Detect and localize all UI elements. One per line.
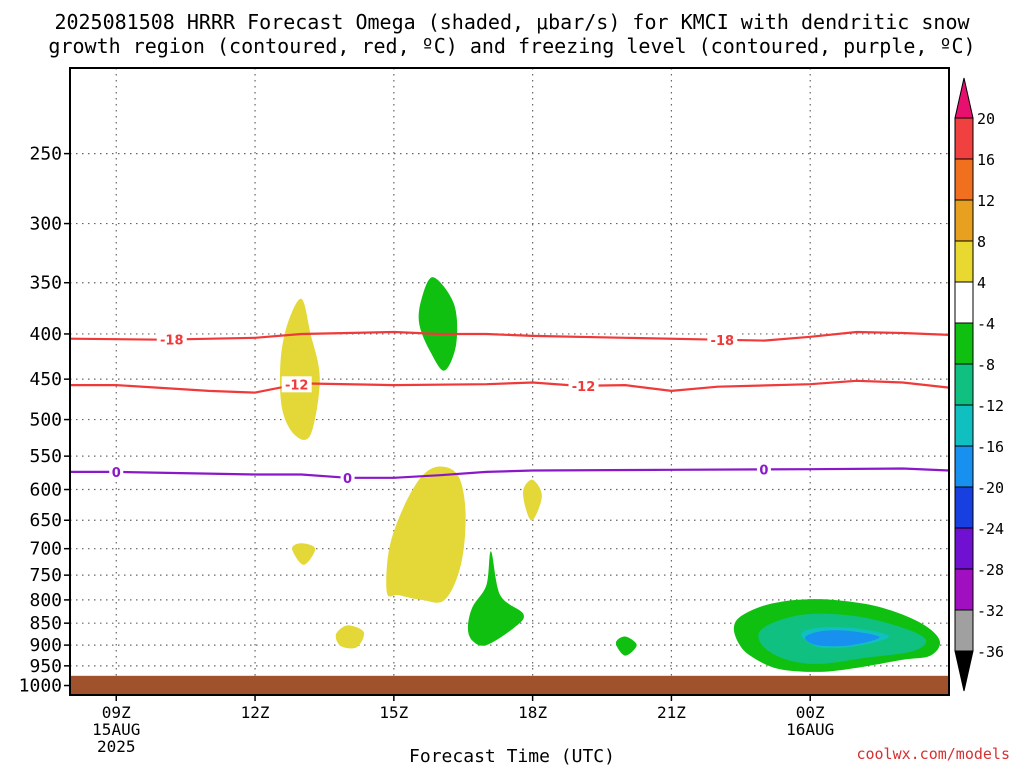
omega-area bbox=[335, 625, 365, 649]
colorbar-label: -20 bbox=[977, 479, 1004, 497]
colorbar-label: 12 bbox=[977, 192, 995, 210]
y-tick-label: 250 bbox=[29, 144, 62, 165]
colorbar-label: -16 bbox=[977, 438, 1004, 456]
colorbar-label: -24 bbox=[977, 520, 1004, 538]
contour-line bbox=[70, 379, 949, 394]
colorbar-swatch bbox=[954, 445, 974, 488]
omega-area bbox=[386, 466, 466, 603]
y-tick-label: 500 bbox=[29, 410, 62, 431]
y-tick-label: 950 bbox=[29, 656, 62, 677]
colorbar-swatch bbox=[954, 486, 974, 529]
y-tick-label: 1000 bbox=[19, 676, 62, 697]
x-tick-label: 18Z bbox=[518, 703, 547, 722]
contour-label-bg bbox=[756, 461, 771, 478]
x-tick-label: 15AUG bbox=[92, 720, 140, 739]
contour-label: -12 bbox=[572, 380, 596, 395]
colorbar-label: -4 bbox=[977, 315, 995, 333]
colorbar-swatch bbox=[954, 322, 974, 365]
y-tick-label: 900 bbox=[29, 635, 62, 656]
colorbar-label: -12 bbox=[977, 397, 1004, 415]
colorbar-label: 20 bbox=[977, 110, 995, 128]
colorbar-swatch bbox=[954, 404, 974, 447]
y-axis: 2503003504004505005506006507007508008509… bbox=[19, 144, 70, 697]
omega-area bbox=[467, 551, 524, 646]
x-tick-label: 12Z bbox=[241, 703, 270, 722]
contour-label-bg bbox=[340, 469, 355, 486]
y-tick-label: 400 bbox=[29, 324, 62, 345]
credit-link[interactable]: coolwx.com/models bbox=[856, 745, 1010, 763]
contour-label-bg bbox=[281, 376, 312, 393]
colorbar-swatch bbox=[954, 240, 974, 283]
colorbar-label: 16 bbox=[977, 151, 995, 169]
contour-label: -12 bbox=[285, 378, 309, 393]
x-tick-label: 15Z bbox=[379, 703, 408, 722]
y-tick-label: 650 bbox=[29, 510, 62, 531]
chart-title-line-2: growth region (contoured, red, ºC) and f… bbox=[48, 34, 976, 58]
omega-area bbox=[418, 277, 458, 371]
colorbar-swatch bbox=[954, 609, 974, 652]
y-tick-label: 550 bbox=[29, 446, 62, 467]
omega-area bbox=[523, 479, 542, 521]
contour-label: -18 bbox=[711, 334, 735, 349]
omega-area bbox=[292, 543, 316, 565]
colorbar-swatch bbox=[954, 568, 974, 611]
colorbar-label: -36 bbox=[977, 643, 1004, 661]
x-tick-label: 16AUG bbox=[786, 720, 834, 739]
contour-lines: -18 -18 -12 -12 0 0 0 bbox=[70, 330, 949, 487]
omega-area bbox=[279, 298, 320, 440]
omega-shading bbox=[279, 277, 941, 672]
contour-label-bg bbox=[156, 331, 187, 348]
colorbar: 20 16 12 8 4 -4 -8 -12 -16 -20 -24 -28 -32 -36 bbox=[954, 77, 1004, 692]
contour-label: 0 bbox=[759, 463, 768, 478]
colorbar-swatch bbox=[954, 158, 974, 201]
colorbar-label: -32 bbox=[977, 602, 1004, 620]
colorbar-label: 8 bbox=[977, 233, 986, 251]
contour-label: 0 bbox=[343, 472, 352, 487]
x-axis-title: Forecast Time (UTC) bbox=[409, 746, 615, 767]
colorbar-swatch bbox=[954, 281, 974, 324]
ground-surface bbox=[70, 675, 949, 695]
y-tick-label: 750 bbox=[29, 565, 62, 586]
chart-title-line-1: 2025081508 HRRR Forecast Omega (shaded, … bbox=[54, 10, 970, 34]
omega-area bbox=[804, 630, 880, 647]
y-tick-label: 450 bbox=[29, 369, 62, 390]
colorbar-arrow-top bbox=[954, 77, 974, 119]
colorbar-swatch bbox=[954, 363, 974, 406]
y-tick-label: 350 bbox=[29, 273, 62, 294]
y-tick-label: 850 bbox=[29, 613, 62, 634]
contour-label-bg bbox=[707, 331, 738, 348]
contour-line bbox=[70, 330, 949, 342]
x-tick-label: 2025 bbox=[97, 737, 136, 756]
colorbar-label: -8 bbox=[977, 356, 995, 374]
x-tick-label: 21Z bbox=[657, 703, 686, 722]
x-tick-label: 09Z bbox=[102, 703, 131, 722]
colorbar-label: -28 bbox=[977, 561, 1004, 579]
colorbar-swatch bbox=[954, 527, 974, 570]
contour-label: 0 bbox=[112, 466, 121, 481]
contour-label-bg bbox=[568, 377, 599, 394]
contour-line bbox=[70, 467, 949, 479]
x-tick-label: 00Z bbox=[796, 703, 825, 722]
colorbar-swatch bbox=[954, 117, 974, 160]
y-tick-label: 700 bbox=[29, 539, 62, 560]
omega-area bbox=[615, 636, 637, 656]
colorbar-arrow-bottom bbox=[954, 650, 974, 692]
y-tick-label: 600 bbox=[29, 480, 62, 501]
colorbar-swatch bbox=[954, 199, 974, 242]
colorbar-label: 4 bbox=[977, 274, 986, 292]
contour-label: -18 bbox=[160, 333, 184, 348]
y-tick-label: 300 bbox=[29, 214, 62, 235]
plot-frame bbox=[69, 67, 950, 696]
y-tick-label: 800 bbox=[29, 590, 62, 611]
contour-label-bg bbox=[109, 463, 124, 480]
